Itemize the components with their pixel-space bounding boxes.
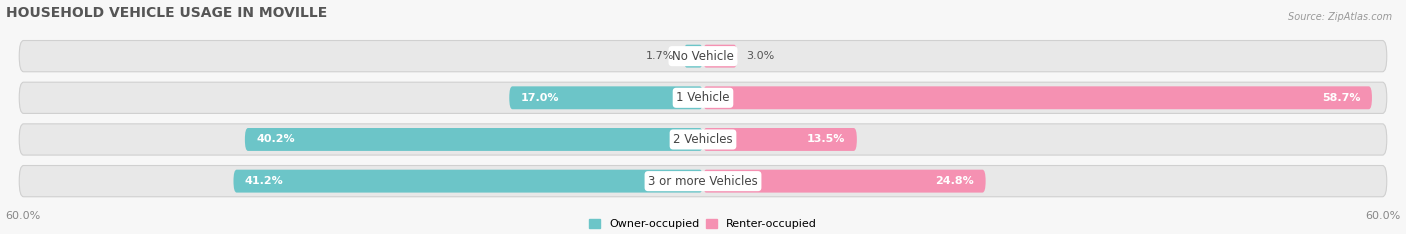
- Text: HOUSEHOLD VEHICLE USAGE IN MOVILLE: HOUSEHOLD VEHICLE USAGE IN MOVILLE: [6, 6, 326, 20]
- FancyBboxPatch shape: [703, 45, 737, 68]
- Text: 60.0%: 60.0%: [1365, 211, 1400, 221]
- Text: No Vehicle: No Vehicle: [672, 50, 734, 63]
- Text: 3.0%: 3.0%: [747, 51, 775, 61]
- FancyBboxPatch shape: [233, 170, 703, 193]
- FancyBboxPatch shape: [683, 45, 703, 68]
- Text: 3 or more Vehicles: 3 or more Vehicles: [648, 175, 758, 188]
- Text: 13.5%: 13.5%: [807, 135, 845, 144]
- Text: 24.8%: 24.8%: [935, 176, 974, 186]
- Text: 60.0%: 60.0%: [6, 211, 41, 221]
- FancyBboxPatch shape: [703, 128, 856, 151]
- Text: 1 Vehicle: 1 Vehicle: [676, 91, 730, 104]
- FancyBboxPatch shape: [703, 86, 1372, 109]
- FancyBboxPatch shape: [703, 170, 986, 193]
- Text: 2 Vehicles: 2 Vehicles: [673, 133, 733, 146]
- FancyBboxPatch shape: [20, 165, 1386, 197]
- Text: 40.2%: 40.2%: [256, 135, 295, 144]
- FancyBboxPatch shape: [20, 124, 1386, 155]
- Text: Source: ZipAtlas.com: Source: ZipAtlas.com: [1288, 12, 1392, 22]
- FancyBboxPatch shape: [20, 40, 1386, 72]
- Text: 41.2%: 41.2%: [245, 176, 284, 186]
- FancyBboxPatch shape: [245, 128, 703, 151]
- FancyBboxPatch shape: [20, 82, 1386, 113]
- FancyBboxPatch shape: [509, 86, 703, 109]
- Text: 17.0%: 17.0%: [520, 93, 560, 103]
- Legend: Owner-occupied, Renter-occupied: Owner-occupied, Renter-occupied: [589, 219, 817, 229]
- Text: 58.7%: 58.7%: [1322, 93, 1361, 103]
- Text: 1.7%: 1.7%: [647, 51, 675, 61]
